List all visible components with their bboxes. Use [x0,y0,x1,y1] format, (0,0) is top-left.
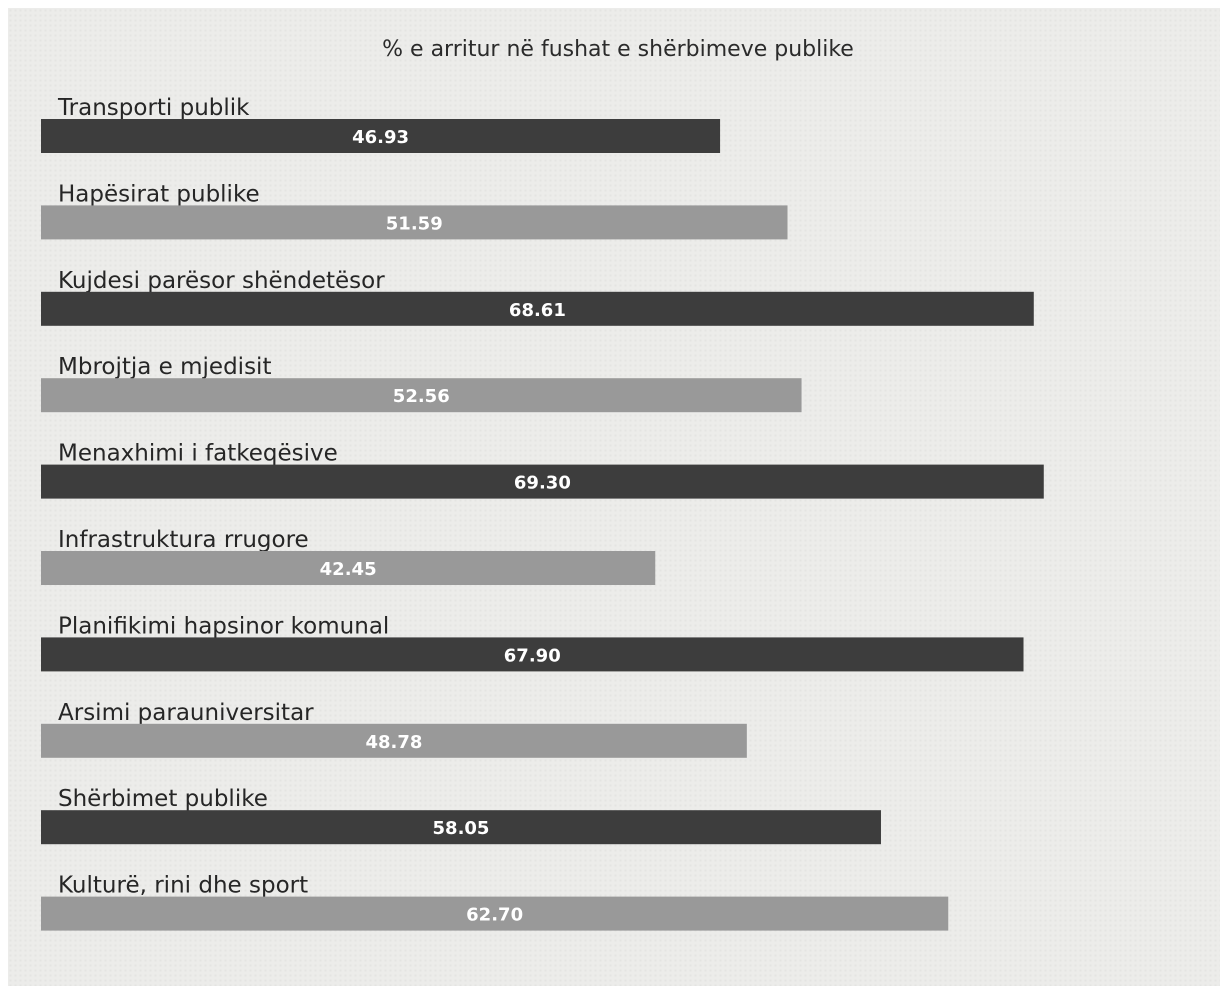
category-label: Kulturë, rini dhe sport [58,873,308,899]
value-label: 51.59 [386,213,443,234]
category-label: Planifikimi hapsinor komunal [58,613,389,639]
bar [41,291,1034,326]
bar [41,896,949,931]
category-label: Infrastruktura rrugore [58,527,309,553]
value-label: 62.70 [466,905,523,926]
value-label: 46.93 [352,127,409,148]
chart-title: % e arritur në fushat e shërbimeve publi… [382,37,854,62]
category-label: Mbrojtja e mjedisit [58,354,271,380]
category-label: Shërbimet publike [58,786,268,812]
bar [41,205,788,240]
value-label: 48.78 [365,732,422,753]
value-label: 68.61 [509,300,566,321]
bar [41,119,721,153]
value-label: 69.30 [514,473,571,494]
value-label: 42.45 [320,559,377,580]
bar [41,464,1044,499]
value-label: 58.05 [433,818,490,839]
value-label: 67.90 [504,645,561,666]
bar [41,637,1024,672]
value-label: 52.56 [393,386,450,407]
chart-panel: % e arritur në fushat e shërbimeve publi… [8,8,1220,986]
bar [41,723,747,758]
bar [41,378,802,413]
bar [41,551,656,585]
bars-group: Transporti publik 46.93 Hapësirat publike 5… [41,95,1044,931]
category-label: Hapësirat publike [58,181,260,207]
category-label: Kujdesi parësor shëndetësor [58,268,385,294]
bar-chart: % e arritur në fushat e shërbimeve publi… [41,37,1044,931]
category-label: Arsimi parauniversitar [58,700,314,726]
bar [41,810,881,845]
category-label: Menaxhimi i fatkeqësive [58,441,338,467]
category-label: Transporti publik [57,95,250,121]
